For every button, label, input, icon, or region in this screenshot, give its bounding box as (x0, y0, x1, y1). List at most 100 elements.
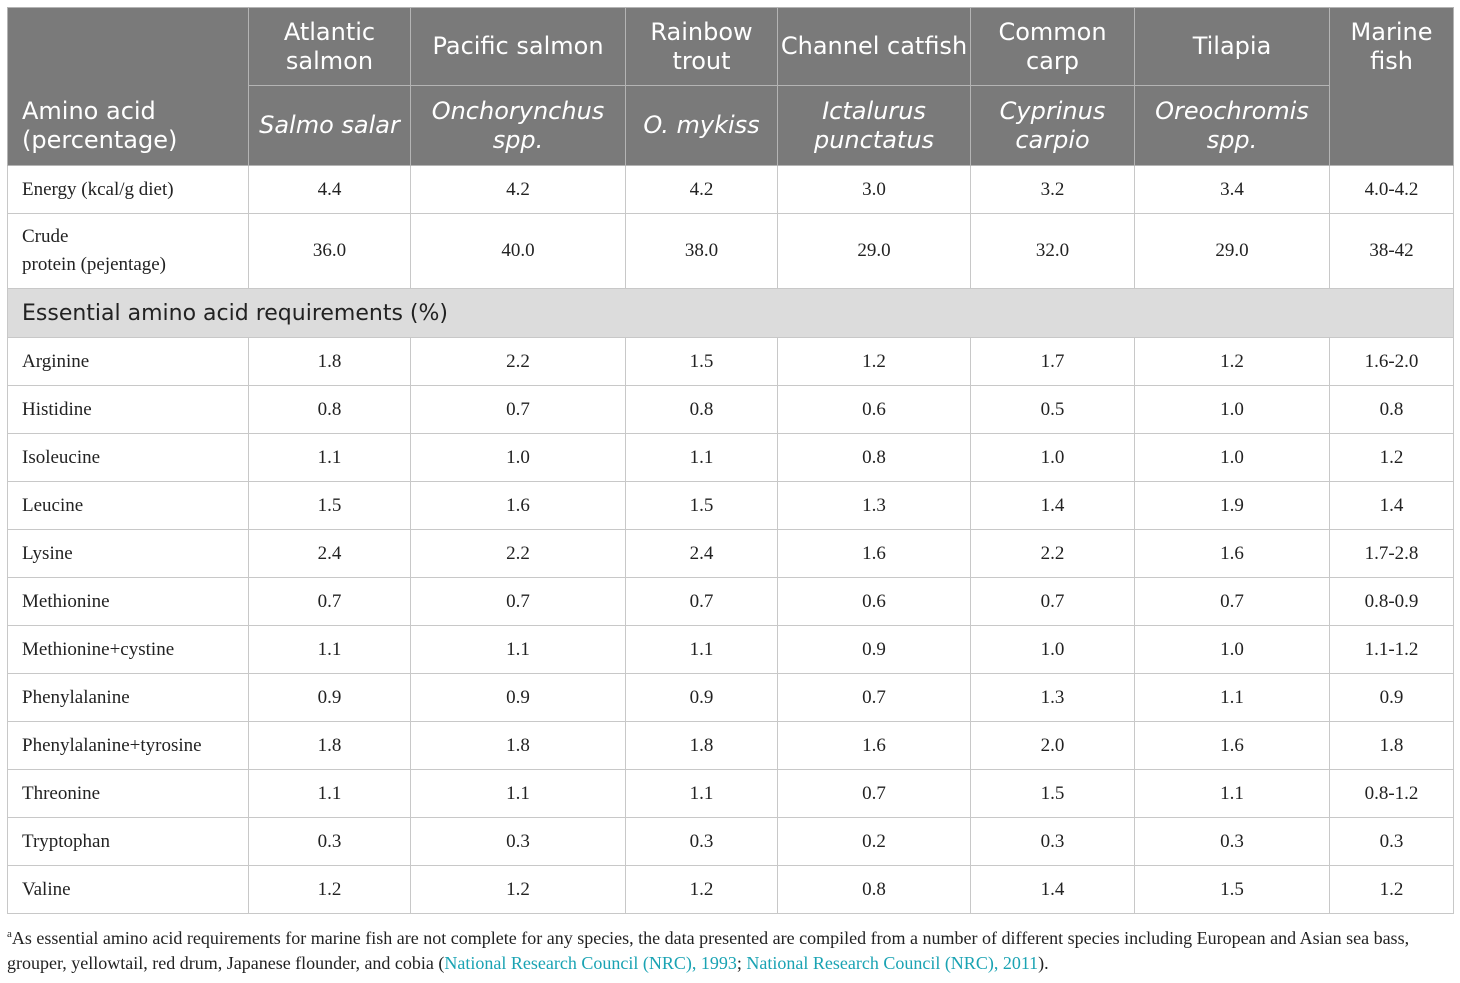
table-cell: 4.2 (410, 165, 626, 214)
row-label-line: protein (pejentage) (22, 254, 167, 275)
table-cell: 1.1 (248, 769, 411, 818)
table-row: Valine 1.2 1.2 1.2 0.8 1.4 1.5 1.2 (7, 865, 1454, 914)
table-cell: 0.6 (777, 385, 971, 434)
table-cell: 0.9 (777, 625, 971, 674)
table-cell: 1.5 (625, 481, 778, 530)
table-cell: 0.7 (1134, 577, 1330, 626)
table-cell: 1.4 (970, 481, 1135, 530)
row-label: Leucine (7, 481, 249, 530)
table-cell: 1.0 (1134, 625, 1330, 674)
row-label: Lysine (7, 529, 249, 578)
table-cell: 1.2 (410, 865, 626, 914)
table-cell: 1.3 (970, 673, 1135, 722)
table-cell: 1.0 (970, 625, 1135, 674)
reference-link[interactable]: National Research Council (NRC), 1993 (444, 953, 737, 973)
table-cell: 1.1 (625, 625, 778, 674)
row-label: Valine (7, 865, 249, 914)
table-cell: 2.2 (410, 337, 626, 386)
table-cell: 1.7 (970, 337, 1135, 386)
table-cell: 1.2 (1134, 337, 1330, 386)
table-cell: 0.8 (248, 385, 411, 434)
table-cell: 0.3 (1134, 817, 1330, 866)
table-cell: 0.9 (248, 673, 411, 722)
table-cell: 1.6 (410, 481, 626, 530)
table-cell: 2.0 (970, 721, 1135, 770)
table-cell: 0.2 (777, 817, 971, 866)
table-cell: 1.2 (625, 865, 778, 914)
footnote-marker: a (7, 928, 12, 940)
table-cell: 1.1 (248, 433, 411, 482)
row-label: Energy (kcal/g diet) (7, 165, 249, 214)
column-header: Tilapia (1134, 7, 1330, 86)
table-cell: 2.2 (970, 529, 1135, 578)
row-label: Methionine (7, 577, 249, 626)
table-cell: 0.5 (970, 385, 1135, 434)
section-title: Essential amino acid requirements (%) (7, 288, 1454, 338)
table-cell: 1.5 (970, 769, 1135, 818)
section-row: Essential amino acid requirements (%) (7, 288, 1454, 338)
table-cell: 1.6 (1134, 529, 1330, 578)
table-cell: 0.8 (777, 865, 971, 914)
column-header: Common carp (970, 7, 1135, 86)
table-cell: 1.8 (248, 337, 411, 386)
scientific-name-header: Salmo salar (248, 85, 411, 166)
table-cell: 0.3 (410, 817, 626, 866)
reference-link[interactable]: National Research Council (NRC), 2011 (746, 953, 1039, 973)
row-label: Methionine+cystine (7, 625, 249, 674)
table-cell: 1.3 (777, 481, 971, 530)
table-cell: 1.8 (248, 721, 411, 770)
table-row: Histidine 0.8 0.7 0.8 0.6 0.5 1.0 0.8 (7, 385, 1454, 434)
table-cell: 1.2 (1329, 433, 1454, 482)
column-header: Atlantic salmon (248, 7, 411, 86)
row-label-line: Crude (22, 226, 69, 247)
table-cell: 1.6 (1134, 721, 1330, 770)
table-cell: 36.0 (248, 213, 411, 289)
corner-header: Amino acid (percentage) (7, 7, 249, 166)
table-cell: 0.3 (970, 817, 1135, 866)
table-cell: 0.3 (625, 817, 778, 866)
table-cell: 0.3 (248, 817, 411, 866)
table-cell: 1.9 (1134, 481, 1330, 530)
footnote-text: As essential amino acid requirements for… (7, 928, 1410, 973)
scientific-name-header: Onchorynchus spp. (410, 85, 626, 166)
table-cell: 1.8 (1329, 721, 1454, 770)
table-cell: 1.0 (1134, 433, 1330, 482)
table-cell: 0.6 (777, 577, 971, 626)
table-cell: 0.9 (410, 673, 626, 722)
table-cell: 1.1 (1134, 769, 1330, 818)
table-footnote: aAs essential amino acid requirements fo… (7, 922, 1453, 976)
table-cell: 38-42 (1329, 213, 1454, 289)
table-cell: 1.0 (970, 433, 1135, 482)
table-row: Lysine 2.4 2.2 2.4 1.6 2.2 1.6 1.7-2.8 (7, 529, 1454, 578)
table-cell: 29.0 (1134, 213, 1330, 289)
table-cell: 1.5 (1134, 865, 1330, 914)
table-cell: 4.2 (625, 165, 778, 214)
table-row: Tryptophan 0.3 0.3 0.3 0.2 0.3 0.3 0.3 (7, 817, 1454, 866)
table-cell: 0.8-1.2 (1329, 769, 1454, 818)
table-cell: 0.8 (625, 385, 778, 434)
row-label: Phenylalanine+tyrosine (7, 721, 249, 770)
crude-protein-row: Crude protein (pejentage) 36.0 40.0 38.0 … (7, 213, 1454, 289)
footnote-closing: ). (1038, 953, 1049, 973)
table-cell: 1.1 (625, 769, 778, 818)
column-header: Rainbow trout (625, 7, 778, 86)
table-cell: 0.8 (1329, 385, 1454, 434)
table-cell: 1.6 (777, 529, 971, 578)
row-label: Arginine (7, 337, 249, 386)
table-cell: 4.4 (248, 165, 411, 214)
table-cell: 2.4 (625, 529, 778, 578)
table-cell: 0.3 (1329, 817, 1454, 866)
table-row: Leucine 1.5 1.6 1.5 1.3 1.4 1.9 1.4 (7, 481, 1454, 530)
table-cell: 2.2 (410, 529, 626, 578)
table-row: Threonine 1.1 1.1 1.1 0.7 1.5 1.1 0.8-1.2 (7, 769, 1454, 818)
table-cell: 1.7-2.8 (1329, 529, 1454, 578)
table-row: Methionine+cystine 1.1 1.1 1.1 0.9 1.0 1.0 1.1-… (7, 625, 1454, 674)
table-cell: 1.0 (1134, 385, 1330, 434)
table-cell: 0.8-0.9 (1329, 577, 1454, 626)
table-cell: 3.0 (777, 165, 971, 214)
table-cell: 0.8 (777, 433, 971, 482)
table-cell: 1.1-1.2 (1329, 625, 1454, 674)
table-cell: 38.0 (625, 213, 778, 289)
table-cell: 0.7 (410, 577, 626, 626)
table-cell: 32.0 (970, 213, 1135, 289)
